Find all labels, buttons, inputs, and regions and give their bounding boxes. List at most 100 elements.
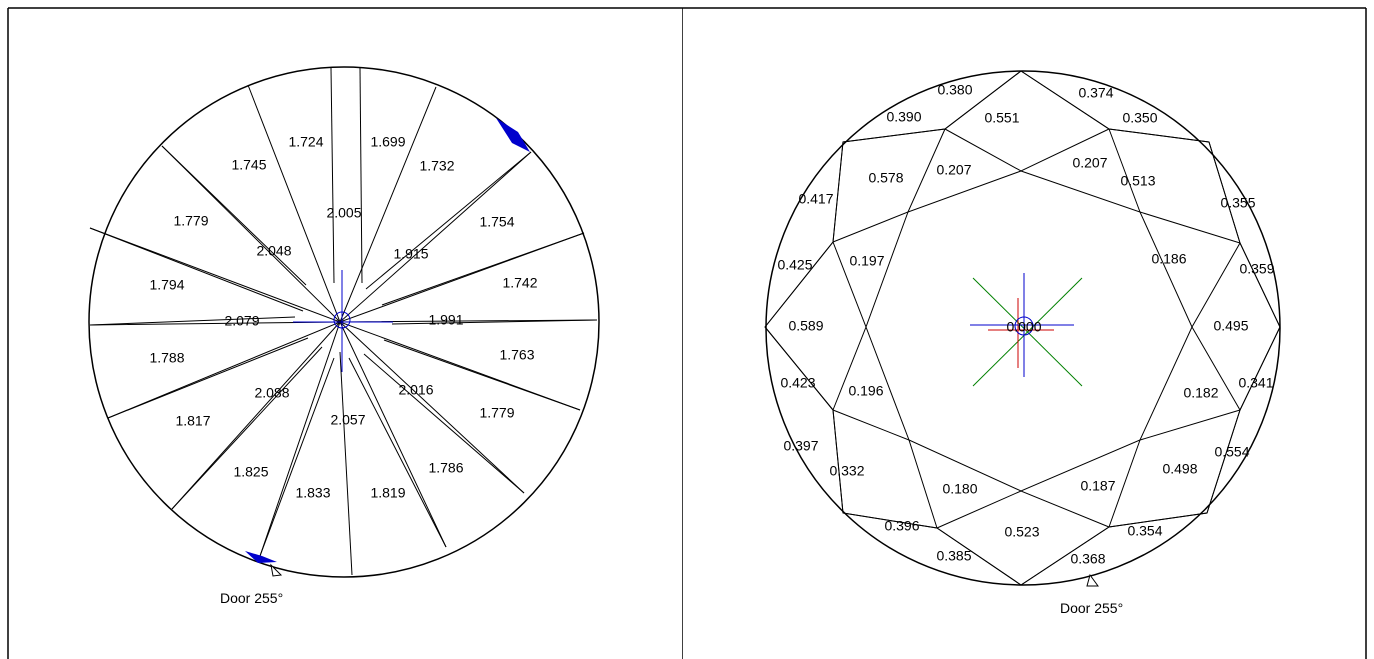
pavilion-facet-values: 1.724 1.699 1.745 1.732 2.005 1.779 1.754 2.048… xyxy=(149,134,537,501)
pavilion-center-crosshair xyxy=(293,270,393,372)
facet-value: 0.578 xyxy=(868,170,903,186)
facet-edge xyxy=(842,512,938,529)
facet-value: 1.699 xyxy=(370,134,405,150)
pavilion-highlight-facet-lower xyxy=(245,551,277,563)
crown-diagram: 0.380 0.374 0.390 0.551 0.350 0.578 0.207 0.207… xyxy=(683,7,1367,659)
facet-value: 0.380 xyxy=(937,82,972,98)
facet-edge xyxy=(1191,242,1241,411)
facet-value: 1.754 xyxy=(479,214,514,230)
facet-value: 0.341 xyxy=(1238,375,1273,391)
facet-value: 0.186 xyxy=(1151,251,1186,267)
facet-value: 1.779 xyxy=(173,213,208,229)
facet-value: 1.825 xyxy=(233,464,268,480)
facet-value: 2.057 xyxy=(330,412,365,428)
door-marker-icon xyxy=(1086,573,1099,587)
facet-edge xyxy=(1108,128,1210,143)
facet-value: 0.332 xyxy=(829,463,864,479)
facet-edge xyxy=(944,128,1110,172)
pavilion-facet-lines xyxy=(89,67,598,576)
facet-edge xyxy=(89,316,296,326)
facet-value: 1.763 xyxy=(499,347,534,363)
facet-value: 0.368 xyxy=(1070,551,1105,567)
crown-door-label: Door 255° xyxy=(1060,600,1123,616)
facet-value: 2.048 xyxy=(256,243,291,259)
facet-value: 0.385 xyxy=(936,548,971,564)
facet-value: 0.182 xyxy=(1183,385,1218,401)
pavilion-diagram: 1.724 1.699 1.745 1.732 2.005 1.779 1.754 2.048… xyxy=(7,7,683,659)
facet-value: 0.396 xyxy=(884,518,919,534)
facet-value: 1.794 xyxy=(149,277,184,293)
facet-value: 0.187 xyxy=(1080,478,1115,494)
facet-edge xyxy=(1206,409,1241,514)
facet-value: 2.005 xyxy=(326,205,361,221)
facet-value: 1.745 xyxy=(231,157,266,173)
facet-value: 2.016 xyxy=(398,382,433,398)
facet-value: 1.779 xyxy=(479,405,514,421)
facet-value: 0.397 xyxy=(783,438,818,454)
facet-edge xyxy=(1208,141,1241,244)
facet-edge xyxy=(842,128,946,143)
facet-edge xyxy=(1239,326,1281,411)
facet-value: 0.495 xyxy=(1213,318,1248,334)
facet-value: 0.554 xyxy=(1214,444,1249,460)
facet-edge xyxy=(365,151,532,290)
facet-edge xyxy=(1108,409,1241,528)
facet-value: 0.355 xyxy=(1220,195,1255,211)
facet-edge xyxy=(391,319,598,325)
facet-value: 1.732 xyxy=(419,158,454,174)
facet-value: 1.833 xyxy=(295,485,330,501)
facet-edge xyxy=(832,241,867,411)
door-marker-icon xyxy=(270,563,283,577)
facet-value: 0.207 xyxy=(936,162,971,178)
facet-edge xyxy=(936,527,1022,586)
facet-value: 0.374 xyxy=(1078,85,1113,101)
facet-value: 1.742 xyxy=(502,275,537,291)
facet-value: 0.589 xyxy=(788,318,823,334)
facet-edge xyxy=(348,357,447,548)
facet-edge xyxy=(936,490,1110,529)
facet-edge xyxy=(381,232,585,306)
facet-edge xyxy=(944,70,1022,130)
crown-frame xyxy=(683,7,1367,659)
facet-value: 1.724 xyxy=(288,134,323,150)
facet-value: 2.079 xyxy=(224,313,259,329)
facet-value: 0.197 xyxy=(849,253,884,269)
facet-value: 2.088 xyxy=(254,385,289,401)
facet-edge xyxy=(107,337,309,419)
facet-edge xyxy=(1020,526,1110,586)
facet-edge xyxy=(764,326,834,411)
crown-facet-lines xyxy=(764,70,1281,586)
facet-value: 0.354 xyxy=(1127,523,1162,539)
facet-value: 0.390 xyxy=(886,109,921,125)
facet-edge xyxy=(171,346,323,510)
facet-edge xyxy=(383,339,581,411)
facet-edge xyxy=(259,357,335,557)
crown-facet-values: 0.380 0.374 0.390 0.551 0.350 0.578 0.207 0.207… xyxy=(777,82,1274,567)
pavilion-frame xyxy=(7,7,683,659)
facet-value: 1.786 xyxy=(428,460,463,476)
facet-edge xyxy=(832,409,844,514)
crown-center-crosshair xyxy=(970,273,1083,387)
facet-edge xyxy=(832,409,938,529)
facet-edge xyxy=(363,353,525,494)
facet-edge xyxy=(832,141,844,243)
facet-edge xyxy=(1108,128,1241,244)
facet-value: 1.819 xyxy=(370,485,405,501)
facet-edge xyxy=(339,351,353,576)
facet-edge xyxy=(764,241,834,328)
facet-edge xyxy=(161,145,307,286)
facet-edge xyxy=(1239,242,1281,328)
facet-value: 0.207 xyxy=(1072,155,1107,171)
facet-value: 0.423 xyxy=(780,375,815,391)
facet-edge xyxy=(330,67,335,284)
facet-value: 0.417 xyxy=(798,191,833,207)
pavilion-panel: 1.724 1.699 1.745 1.732 2.005 1.779 1.754 2.048… xyxy=(0,0,683,659)
facet-value: 0.551 xyxy=(984,110,1019,126)
crown-panel: 0.380 0.374 0.390 0.551 0.350 0.578 0.207 0.207… xyxy=(683,0,1374,659)
facet-edge xyxy=(89,227,304,312)
pavilion-door-label: Door 255° xyxy=(220,590,283,606)
facet-value: 1.817 xyxy=(175,413,210,429)
facet-value: 0.000 xyxy=(1006,319,1041,335)
facet-edge xyxy=(359,67,363,284)
facet-value: 0.180 xyxy=(942,481,977,497)
